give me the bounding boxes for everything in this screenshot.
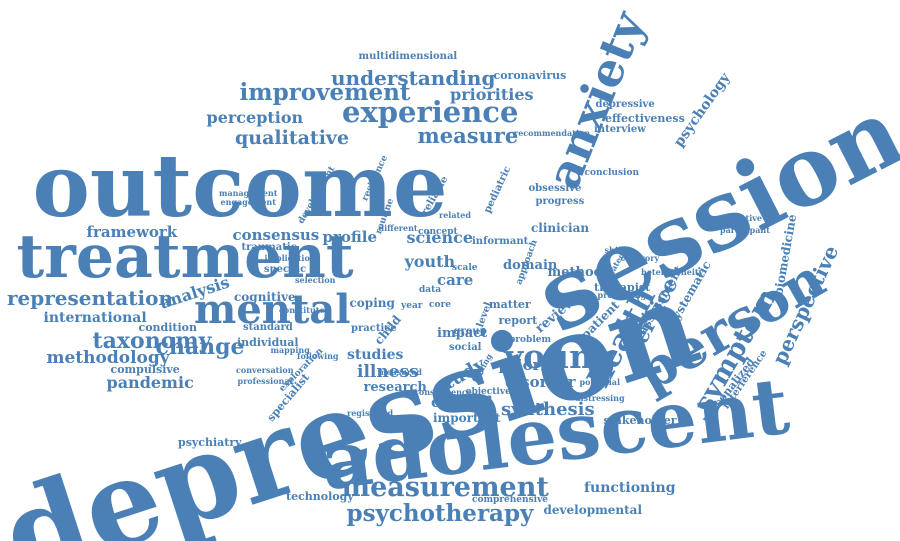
- word-psychology: psychology: [670, 70, 734, 150]
- word-consensus: consensus: [232, 225, 320, 244]
- word-social: social: [449, 342, 482, 353]
- word-representation: representation: [7, 286, 173, 310]
- word-multidimensional: multidimensional: [358, 51, 458, 62]
- word-youth: youth: [404, 252, 456, 271]
- word-constitute: constitute: [279, 305, 325, 315]
- word-effectiveness: effectiveness: [605, 111, 685, 125]
- word-disorder: disorder: [505, 372, 576, 391]
- word-report: report: [498, 313, 538, 327]
- word-group: group: [453, 326, 487, 337]
- word-psychotherapy: psychotherapy: [346, 499, 534, 527]
- word-different: different: [378, 223, 418, 233]
- word-cognitive: cognitive: [234, 290, 296, 304]
- word-problem: problem: [509, 334, 551, 345]
- word-progress: progress: [535, 196, 585, 207]
- word-comprehensive: comprehensive: [472, 494, 549, 505]
- word-framework: framework: [86, 222, 178, 241]
- word-method: method: [547, 264, 603, 280]
- word-important: important: [433, 411, 501, 425]
- word-related: related: [439, 210, 471, 220]
- word-pediatric: pediatric: [482, 164, 514, 215]
- word-therapist: therapist: [594, 280, 651, 294]
- word-processing: processing: [597, 290, 647, 300]
- word-management: management: [219, 188, 278, 198]
- word-change: change: [155, 334, 245, 360]
- word-specific: specific: [264, 264, 307, 275]
- word-research: research: [363, 379, 427, 395]
- word-clinician: clinician: [531, 221, 590, 235]
- word-pandemic: pandemic: [106, 373, 194, 392]
- word-measurement: measurement: [341, 471, 549, 503]
- word-functioning: functioning: [584, 480, 676, 496]
- word-implication: implication: [264, 253, 316, 263]
- word-interview: interview: [594, 124, 646, 135]
- word-developmental: developmental: [543, 503, 643, 517]
- word-coping: coping: [349, 296, 395, 310]
- word-psychiatry: psychiatry: [178, 435, 242, 449]
- word-understanding: understanding: [331, 66, 496, 90]
- word-domain: domain: [503, 257, 558, 273]
- word-mental: mental: [194, 286, 351, 333]
- word-science: science: [406, 228, 474, 247]
- word-objective: objective: [465, 386, 511, 397]
- word-mapping: mapping: [270, 345, 310, 355]
- word-matter: matter: [489, 297, 531, 311]
- word-care: care: [437, 270, 474, 289]
- word-category: category: [620, 253, 660, 263]
- word-experience: experience: [342, 94, 519, 129]
- word-conclusion: conclusion: [584, 167, 640, 178]
- word-following: following: [297, 351, 339, 361]
- word-conversation: conversation: [236, 365, 294, 375]
- word-concept: concept: [418, 226, 458, 237]
- word-profile: profile: [322, 227, 378, 246]
- word-condition: condition: [138, 320, 198, 334]
- word-professional: professional: [237, 376, 293, 386]
- word-measure: measure: [417, 122, 519, 148]
- word-potential: potential: [579, 377, 621, 387]
- word-compulsive: compulsive: [110, 362, 180, 376]
- word-standard: standard: [243, 322, 293, 333]
- word-heterogeneity: heterogeneity: [641, 267, 704, 277]
- word-synthesis: synthesis: [501, 399, 595, 420]
- word-traumatic: traumatic: [241, 242, 297, 253]
- word-consequence: consequence: [414, 387, 472, 397]
- word-obsessive: obsessive: [528, 183, 582, 194]
- word-individual: individual: [237, 335, 299, 349]
- word-improvement: improvement: [239, 78, 411, 106]
- word-outcome: outcome: [32, 136, 448, 237]
- word-year: year: [401, 300, 423, 311]
- word-participant: participant: [720, 225, 770, 235]
- word-informant: informant: [472, 236, 529, 247]
- word-selection: selection: [295, 275, 336, 285]
- word-studies: studies: [347, 347, 404, 363]
- word-qualitative: qualitative: [235, 126, 350, 149]
- word-recommendation: recommendation: [514, 128, 591, 138]
- word-scale: scale: [452, 262, 478, 273]
- word-shift: shift: [604, 245, 626, 255]
- word-priorities: priorities: [450, 85, 534, 104]
- word-distressing: distressing: [575, 393, 625, 403]
- word-depressive: depressive: [595, 99, 655, 110]
- word-coronavirus: coronavirus: [493, 68, 567, 82]
- word-measured: measured: [378, 367, 422, 377]
- word-stakeholder: stakeholder: [603, 413, 677, 427]
- word-core: core: [429, 299, 451, 310]
- word-methodology: methodology: [46, 347, 170, 368]
- word-taxonomy: taxonomy: [92, 328, 212, 354]
- word-illness: illness: [357, 361, 419, 382]
- word-clinical: clinical: [431, 392, 493, 411]
- word-quantitative: quantitative: [707, 213, 763, 223]
- word-priority: priority: [498, 355, 562, 374]
- word-technology: technology: [286, 489, 354, 503]
- word-international: international: [43, 310, 147, 326]
- word-practice: practice: [351, 323, 397, 334]
- word-young: young: [504, 336, 617, 376]
- word-treatment: treatment: [16, 222, 354, 292]
- word-impact: impact: [437, 325, 488, 341]
- word-engagement: engagement: [220, 197, 276, 207]
- word-perception: perception: [206, 108, 304, 127]
- word-registered: registered: [347, 408, 394, 418]
- word-data: data: [419, 284, 442, 295]
